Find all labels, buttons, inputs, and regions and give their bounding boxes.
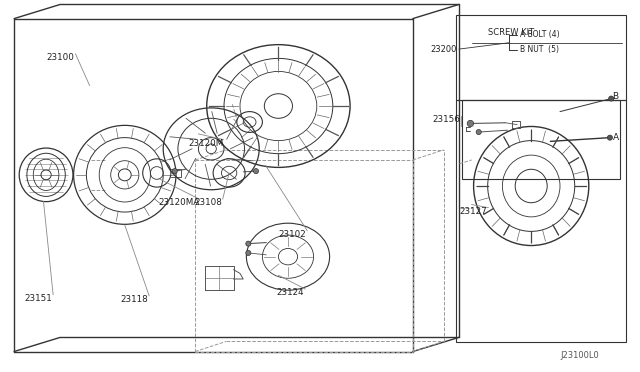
Text: 23200: 23200 <box>430 45 456 54</box>
Text: 23127: 23127 <box>460 207 487 216</box>
Text: A BOLT (4): A BOLT (4) <box>520 30 559 39</box>
Text: SCREW KIT: SCREW KIT <box>488 28 534 37</box>
Text: B: B <box>612 92 619 101</box>
Circle shape <box>607 135 612 140</box>
Text: 23120M: 23120M <box>189 139 224 148</box>
Text: 23151: 23151 <box>24 294 52 303</box>
Text: 23108: 23108 <box>194 198 222 207</box>
Text: A: A <box>612 133 619 142</box>
Circle shape <box>172 169 177 174</box>
Circle shape <box>476 129 481 135</box>
Text: B NUT  (5): B NUT (5) <box>520 45 559 54</box>
Circle shape <box>246 250 251 256</box>
Text: 23100: 23100 <box>47 53 75 62</box>
Text: J23100L0: J23100L0 <box>560 351 599 360</box>
Circle shape <box>253 169 259 174</box>
Text: 23118: 23118 <box>120 295 148 304</box>
Circle shape <box>609 96 614 101</box>
Text: 23156: 23156 <box>432 115 460 124</box>
Text: 23102: 23102 <box>278 230 306 239</box>
Circle shape <box>246 241 251 246</box>
Circle shape <box>467 120 474 127</box>
Text: 23124: 23124 <box>276 288 304 297</box>
Text: 23120MA: 23120MA <box>159 198 200 207</box>
